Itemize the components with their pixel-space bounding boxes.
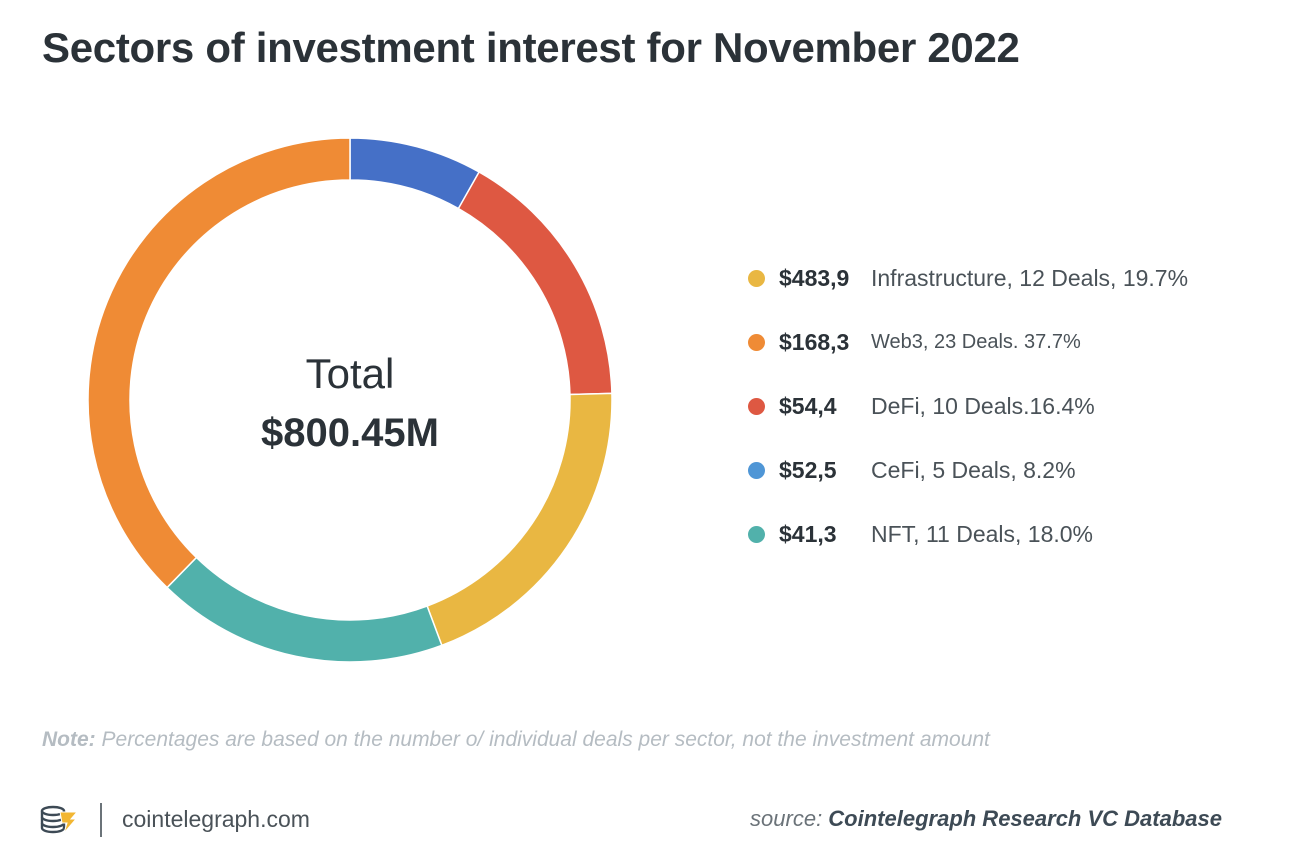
legend-amount: $52,5 [779,456,837,483]
legend-item-nft: $41,3 NFT, 11 Deals, 18.0% [748,502,1188,566]
donut-segment-cefi [349,137,481,210]
legend-amount: $41,3 [779,520,837,547]
legend-text: Infrastructure, 12 Deals, 19.7% [871,264,1189,291]
donut-segment-defi [457,170,613,396]
donut-segment-web3 [87,137,351,589]
footnote: Note: Percentages are based on the numbe… [42,728,990,752]
legend-dot-defi [748,397,765,415]
donut-chart: Total $800.45M [87,137,613,663]
center-value: $800.45M [261,411,439,455]
legend-text: Web3, 23 Deals. 37.7% [871,330,1081,353]
legend-amount: $54,4 [779,392,837,419]
legend-dot-nft [748,525,765,543]
center-label: Total [306,350,395,397]
donut-segments [87,137,613,663]
footer-source: source: Cointelegraph Research VC Databa… [750,806,1222,832]
legend-amount: $483,9 [779,264,850,291]
note-label: Note: [42,728,96,751]
chart-title: Sectors of investment interest for Novem… [42,24,1020,71]
legend-item-defi: $54,4 DeFi, 10 Deals.16.4% [748,374,1188,438]
legend-item-cefi: $52,5 CeFi, 5 Deals, 8.2% [748,438,1188,502]
cointelegraph-logo-icon [40,805,79,834]
source-prefix: source: [750,806,829,831]
legend-text: DeFi, 10 Deals.16.4% [871,392,1095,419]
legend-text: CeFi, 5 Deals, 8.2% [871,456,1076,483]
donut-segment-nft [166,556,443,663]
legend: $483,9 Infrastructure, 12 Deals, 19.7% $… [748,246,1188,566]
legend-dot-web3 [748,333,765,351]
legend-item-infrastructure: $483,9 Infrastructure, 12 Deals, 19.7% [748,246,1188,310]
footer-divider [100,803,102,837]
donut-segment-infrastructure [426,392,613,647]
source-name: Cointelegraph Research VC Database [828,806,1222,831]
legend-amount: $168,3 [779,328,850,355]
legend-dot-cefi [748,461,765,479]
legend-text: NFT, 11 Deals, 18.0% [871,520,1094,547]
legend-dot-infrastructure [748,269,765,287]
footer-site-link[interactable]: cointelegraph.com [122,806,310,832]
legend-item-web3: $168,3 Web3, 23 Deals. 37.7% [748,310,1188,374]
note-text: Percentages are based on the number o/ i… [95,728,990,751]
